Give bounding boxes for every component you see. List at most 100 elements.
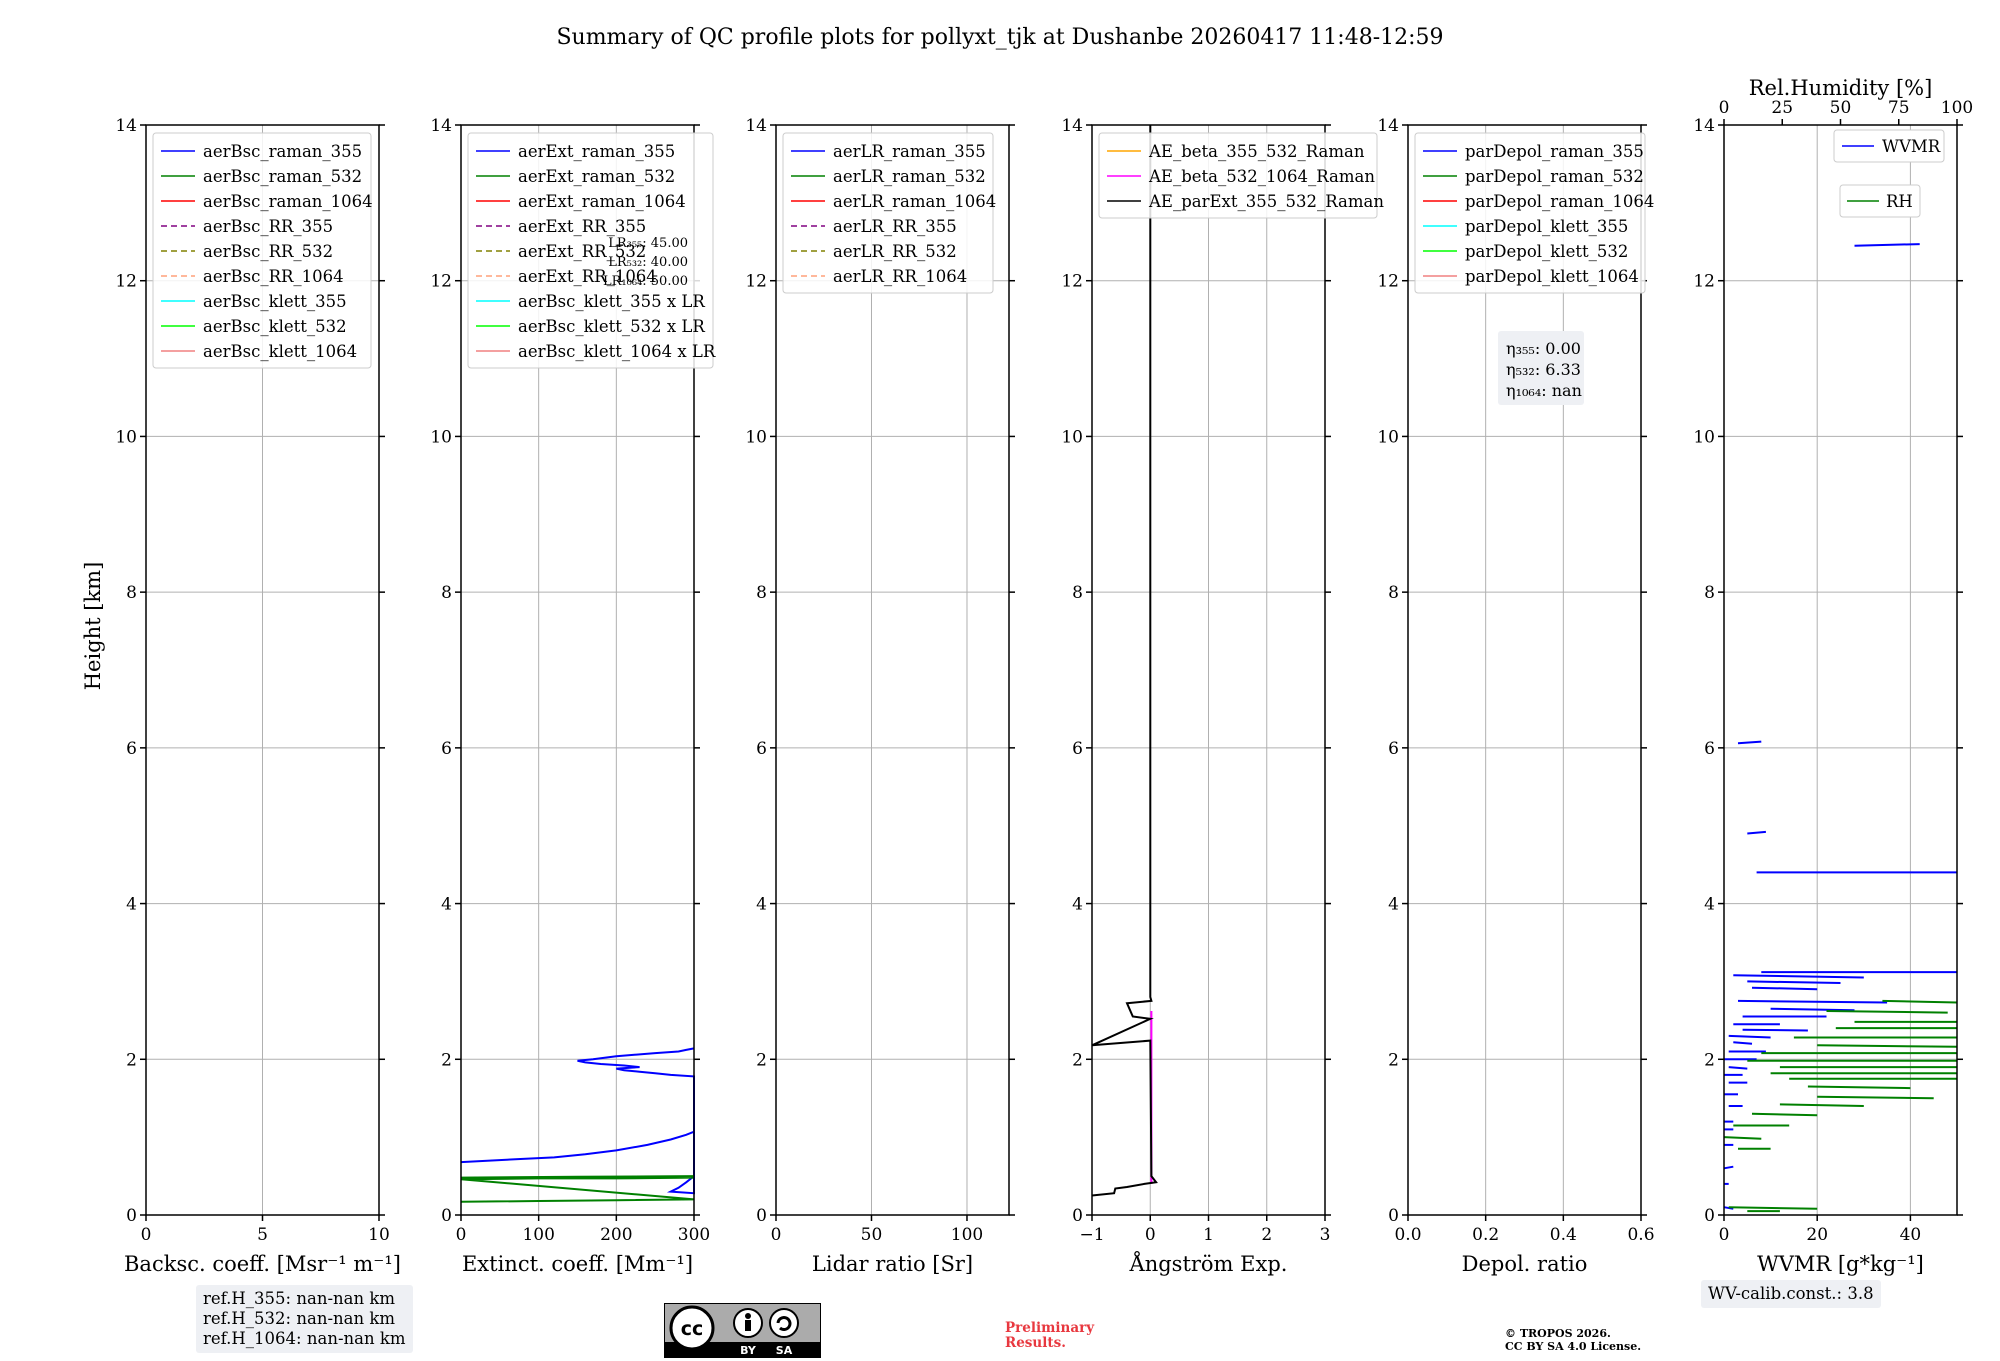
- x-tick-label: 20: [1806, 1225, 1828, 1245]
- series-WVMR-segment: [1728, 1034, 1771, 1039]
- legend-box-rh: [1839, 184, 1921, 218]
- x-tick-label: 3: [1320, 1225, 1331, 1245]
- y-tick-label: 10: [115, 427, 137, 447]
- y-tick-label: 4: [1072, 895, 1083, 915]
- axes-frame: [775, 124, 1010, 1216]
- legend-label: aerBsc_klett_532 x LR: [518, 317, 705, 336]
- series-WVMR-segment: [1854, 243, 1920, 247]
- eta-label: η₃₅₅: 0.00: [1506, 339, 1581, 358]
- top-x-tick-label: 50: [1830, 98, 1852, 118]
- series-WVMR-segment: [1742, 1028, 1808, 1032]
- series-RH-segment: [1723, 1136, 1762, 1140]
- ref-height-box: ref.H_355: nan-nan km ref.H_532: nan-nan…: [196, 1285, 413, 1353]
- legend-box: [1098, 132, 1378, 219]
- x-tick-label: 5: [257, 1225, 268, 1245]
- legend-label: aerBsc_raman_532: [203, 167, 362, 186]
- eta-label: η₁₀₆₄: nan: [1506, 381, 1582, 400]
- copyright-note: © TROPOS 2026. CC BY SA 4.0 License.: [1505, 1327, 1641, 1353]
- y-tick-label: 14: [115, 116, 137, 136]
- legend-label: aerExt_raman_1064: [518, 192, 686, 211]
- y-tick-label: 6: [1388, 739, 1399, 759]
- y-tick-label: 14: [1693, 116, 1715, 136]
- y-tick-label: 8: [1704, 583, 1715, 603]
- series-RH-segment: [1728, 1206, 1818, 1210]
- series-WVMR-segment: [1733, 974, 1864, 979]
- y-tick-label: 14: [1377, 116, 1399, 136]
- x-tick-label: 0: [456, 1225, 467, 1245]
- legend-label: aerLR_RR_355: [833, 217, 957, 236]
- legend-label: aerLR_RR_1064: [833, 267, 967, 286]
- legend-box: [152, 132, 372, 369]
- y-tick-label: 12: [1693, 272, 1715, 292]
- y-tick-label: 8: [1388, 583, 1399, 603]
- ref-height-355: ref.H_355: nan-nan km: [203, 1289, 395, 1308]
- x-tick-label: 300: [678, 1225, 710, 1245]
- lr-note: LR₃₅₅: 45.00: [608, 236, 688, 251]
- x-tick-label: 0: [141, 1225, 152, 1245]
- legend-label: AE_parExt_355_532_Raman: [1148, 192, 1384, 211]
- y-tick-label: 2: [441, 1050, 452, 1070]
- copyright-line-2: CC BY SA 4.0 License.: [1505, 1340, 1642, 1353]
- x-tick-label: 0.0: [1394, 1225, 1421, 1245]
- lr-note: LR₅₃₂: 40.00: [608, 255, 688, 270]
- x-axis-label: Lidar ratio [Sr]: [812, 1252, 973, 1276]
- y-tick-label: 6: [1704, 739, 1715, 759]
- series-WVMR-segment: [1747, 980, 1841, 984]
- y-tick-label: 4: [441, 895, 452, 915]
- eta-label: η₅₃₂: 6.33: [1506, 360, 1581, 379]
- legend-label: RH: [1886, 192, 1913, 211]
- x-tick-label: 0: [1719, 1225, 1730, 1245]
- panel-5: 0 2 4 6 8 10 12 14 0.0 0.2 0.4 0.6 Depol. ratio parDe…: [1377, 116, 1654, 1276]
- y-tick-label: 6: [756, 739, 767, 759]
- top-axis-label: Rel.Humidity [%]: [1749, 76, 1933, 100]
- y-tick-label: 12: [1061, 272, 1083, 292]
- y-tick-label: 12: [115, 272, 137, 292]
- top-x-tick-label: 75: [1888, 98, 1910, 118]
- panel-2: 0 2 4 6 8 10 12 14 0 100 200 300 Extinct. coeff. [Mm…: [430, 116, 716, 1276]
- top-x-tick-label: 100: [1941, 98, 1973, 118]
- legend-label: aerExt_raman_355: [518, 142, 675, 161]
- series-WVMR-segment: [1737, 740, 1762, 745]
- y-tick-label: 6: [441, 739, 452, 759]
- legend-label: aerBsc_klett_355 x LR: [518, 292, 705, 311]
- y-tick-label: 8: [441, 583, 452, 603]
- legend-label: aerBsc_raman_355: [203, 142, 362, 161]
- x-tick-label: 100: [522, 1225, 554, 1245]
- y-tick-label: 12: [1377, 272, 1399, 292]
- panel-3: 0 2 4 6 8 10 12 14 0 50 100 Lidar ratio [Sr] aerLR_r…: [745, 116, 1015, 1276]
- y-tick-label: 0: [1704, 1206, 1715, 1226]
- y-tick-label: 6: [126, 739, 137, 759]
- legend-label: parDepol_raman_355: [1465, 142, 1644, 161]
- legend-label: aerExt_RR_1064: [518, 267, 657, 286]
- y-tick-label: 0: [1072, 1206, 1083, 1226]
- x-tick-label: 0.6: [1627, 1225, 1654, 1245]
- legend-label: aerExt_RR_355: [518, 217, 646, 236]
- ref-height-532: ref.H_532: nan-nan km: [203, 1309, 395, 1328]
- cc-license-badge: cc BY SA: [664, 1303, 821, 1358]
- y-tick-label: 6: [1072, 739, 1083, 759]
- y-tick-label: 0: [1388, 1206, 1399, 1226]
- x-tick-label: 0.2: [1472, 1225, 1499, 1245]
- y-tick-label: 0: [756, 1206, 767, 1226]
- legend-box: [782, 132, 994, 294]
- legend-label: aerBsc_klett_355: [203, 292, 347, 311]
- legend-label: aerBsc_klett_532: [203, 317, 347, 336]
- cc-logo-text: cc: [681, 1318, 704, 1340]
- series-RH-segment: [1817, 1095, 1934, 1100]
- legend-label: aerBsc_RR_355: [203, 217, 333, 236]
- x-tick-label: 50: [861, 1225, 883, 1245]
- x-tick-label: 0: [1145, 1225, 1156, 1245]
- x-tick-label: 40: [1900, 1225, 1922, 1245]
- series-RH-segment: [1882, 999, 1958, 1004]
- wv-calib-text: WV-calib.const.: 3.8: [1708, 1284, 1874, 1303]
- legend-label: WVMR: [1882, 137, 1941, 156]
- series-WVMR-segment: [1728, 1066, 1748, 1070]
- y-tick-label: 10: [1061, 427, 1083, 447]
- series-WVMR-segment: [1733, 1041, 1753, 1045]
- y-tick-label: 4: [756, 895, 767, 915]
- y-axis-label: Height [km]: [81, 562, 105, 691]
- y-tick-label: 10: [430, 427, 452, 447]
- x-tick-label: 10: [368, 1225, 390, 1245]
